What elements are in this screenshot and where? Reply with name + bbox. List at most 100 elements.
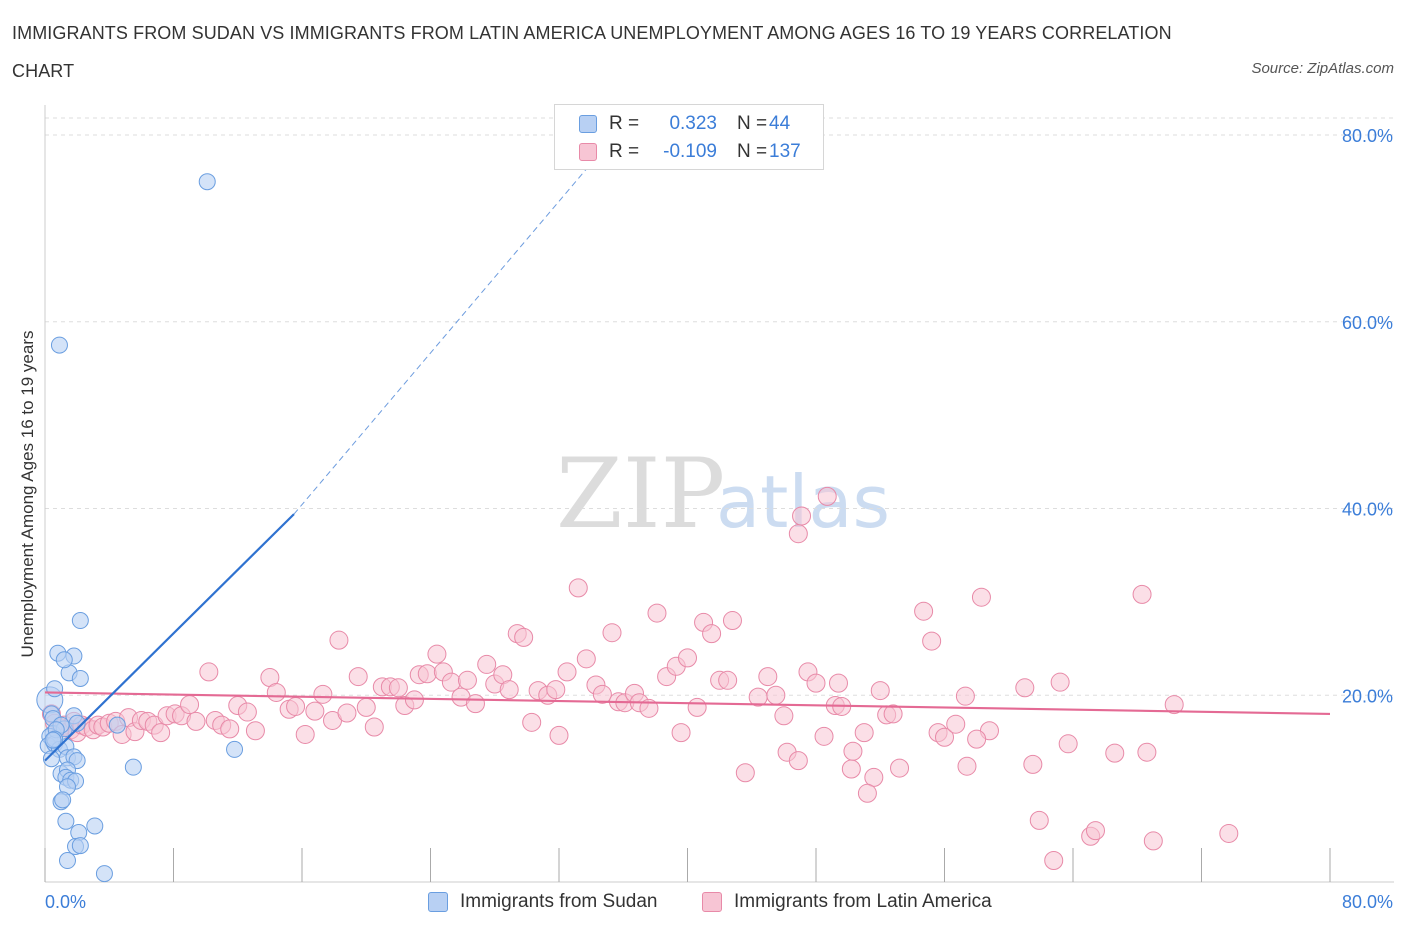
zipatlas-watermark: ZIP atlas <box>556 438 890 550</box>
latin-america-point <box>568 578 588 598</box>
legend-n-label: N = <box>737 141 768 162</box>
latin-america-point <box>766 685 786 705</box>
latin-america-point <box>678 648 697 668</box>
latin-america-point <box>549 725 569 745</box>
latin-america-point <box>1219 823 1239 843</box>
legend-r-value-latin: -0.109 <box>663 141 717 162</box>
latin-america-point <box>702 624 722 644</box>
sudan-point <box>55 651 73 669</box>
legend-n-value-latin: 137 <box>769 141 801 162</box>
y-tick-label: 40.0% <box>1342 500 1393 520</box>
bottom-legend-swatch-sudan <box>428 892 448 912</box>
sudan-point <box>198 173 216 191</box>
legend-swatch-sudan <box>579 115 597 133</box>
latin-america-point <box>1143 831 1163 851</box>
sudan-point <box>95 865 113 883</box>
latin-america-point <box>922 631 942 651</box>
sudan-trend-line <box>44 513 295 762</box>
latin-america-point <box>364 717 384 737</box>
y-tick-label: 60.0% <box>1342 313 1393 333</box>
latin-america-point <box>499 680 519 700</box>
latin-america-point <box>546 680 566 700</box>
bottom-legend-latin: Immigrants from Latin America <box>702 888 992 916</box>
latin-america-point <box>971 587 991 607</box>
latin-america-point <box>890 758 910 778</box>
latin-america-point <box>1050 672 1070 692</box>
latin-america-point <box>788 524 808 544</box>
latin-america-point <box>914 601 934 621</box>
latin-america-point <box>774 706 794 726</box>
latin-america-point <box>814 726 834 746</box>
sudan-point <box>58 852 76 870</box>
latin-america-point <box>864 767 884 787</box>
latin-america-point <box>417 664 437 684</box>
latin-america-point <box>806 673 826 693</box>
latin-america-point <box>857 783 877 803</box>
latin-america-point <box>557 662 577 682</box>
latin-america-point <box>286 696 306 716</box>
latin-america-point <box>522 712 542 732</box>
x-tick-label-min: 0.0% <box>45 892 86 912</box>
sudan-point <box>71 669 89 687</box>
latin-america-point <box>1058 734 1078 754</box>
bottom-legend-swatch-latin <box>702 892 722 912</box>
latin-america-point <box>967 729 987 749</box>
bottom-legend-label-latin: Immigrants from Latin America <box>734 891 992 912</box>
latin-america-point <box>758 667 778 687</box>
sudan-point <box>124 758 142 776</box>
latin-america-point <box>220 719 240 739</box>
latin-america-point <box>1029 810 1049 830</box>
sudan-points <box>36 173 244 883</box>
latin-america-point <box>1015 678 1035 698</box>
sudan-point <box>71 612 89 630</box>
legend-r-value-sudan: 0.323 <box>669 113 717 134</box>
legend-n-label: N = <box>737 113 768 134</box>
latin-america-point <box>671 723 691 743</box>
latin-america-point <box>957 756 977 776</box>
sudan-point <box>46 680 64 698</box>
latin-america-point <box>788 751 808 771</box>
legend-r-label: R = <box>609 141 640 162</box>
legend-row-latin: R = -0.109 N = 137 <box>579 139 801 165</box>
latin-america-point <box>514 627 534 647</box>
latin-america-point <box>457 670 477 690</box>
latin-america-point <box>313 684 333 704</box>
latin-america-point <box>1164 695 1184 715</box>
latin-america-point <box>854 723 874 743</box>
latin-america-point <box>465 694 485 714</box>
source-credit: Source: ZipAtlas.com <box>1251 60 1394 77</box>
latin-america-point <box>792 506 812 526</box>
latin-america-point <box>718 670 738 690</box>
latin-america-point <box>1044 851 1064 871</box>
chart-title: IMMIGRANTS FROM SUDAN VS IMMIGRANTS FROM… <box>12 23 1172 81</box>
latin-america-point <box>647 603 667 623</box>
latin-america-point <box>841 759 861 779</box>
latin-america-point <box>404 690 424 710</box>
latin-america-point <box>1137 742 1157 762</box>
legend-swatch-latin <box>579 143 597 161</box>
latin-america-point <box>817 486 837 506</box>
correlation-legend: R = 0.323 N = 44 R = -0.109 N = 137 <box>554 104 824 170</box>
latin-america-point <box>870 681 890 701</box>
latin-america-point <box>883 704 903 724</box>
sudan-point <box>44 731 62 749</box>
latin-america-point <box>477 654 497 674</box>
latin-america-point <box>427 644 447 664</box>
y-tick-label: 80.0% <box>1342 126 1393 146</box>
latin-america-point <box>1023 754 1043 774</box>
latin-america-point <box>337 703 357 723</box>
latin-america-point <box>843 741 863 761</box>
latin-america-point <box>151 723 171 743</box>
tick-labels: 20.0% 40.0% 60.0% 80.0% 0.0% 80.0% <box>45 126 1393 912</box>
axes <box>44 105 1394 883</box>
latin-america-point <box>348 667 368 687</box>
latin-america-point <box>295 724 315 744</box>
latin-america-point <box>329 630 349 650</box>
sudan-point <box>71 837 89 855</box>
trend-lines <box>44 134 1331 762</box>
latin-america-point <box>722 611 742 631</box>
latin-america-trend-line <box>44 691 1331 716</box>
latin-america-point <box>946 714 966 734</box>
grid-lines <box>45 117 1394 696</box>
